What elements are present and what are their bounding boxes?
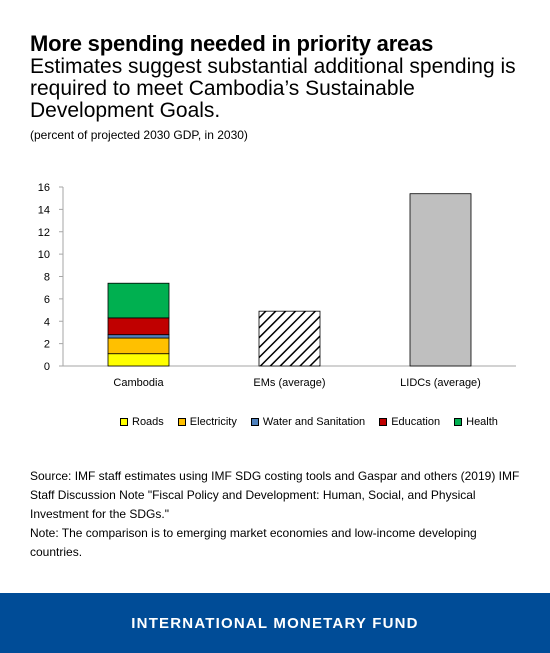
y-tick-label: 0 [44,361,50,373]
legend-swatch [454,418,463,426]
footer-bar: INTERNATIONAL MONETARY FUND [0,593,550,653]
y-tick-label: 16 [38,182,50,194]
chart-legend: Roads Electricity Water and Sanitation Educ… [120,416,498,428]
legend-label: Water and Sanitation [262,416,366,428]
legend-label: Health [466,416,498,428]
legend-label: Education [391,416,441,428]
y-tick-label: 14 [38,204,50,216]
y-tick-label: 2 [44,339,50,351]
legend-item: Water and Sanitation [250,416,366,428]
chart-title: More spending needed in priority areas [30,31,434,56]
bar-chart: 0 2 4 6 8 10 12 14 16 Cambodia EMs (average) LIDCs … [38,182,516,389]
units-note: (percent of projected 2030 GDP, in 2030) [30,128,248,142]
x-tick-label: Cambodia [113,377,164,389]
bar-segment-roads [107,353,170,367]
y-tick-label: 6 [44,294,50,306]
legend-item: Education [379,416,440,428]
legend-label: Electricity [189,416,237,428]
legend-label: Roads [132,416,164,428]
y-tick-label: 8 [44,272,50,284]
note-text: Note: The comparison is to emerging mark… [30,526,477,559]
bar-total [409,193,472,367]
legend-swatch [250,418,259,426]
bar-segment-health [107,282,170,319]
bar-segment-education [107,317,170,336]
source-note: Source: IMF staff estimates using IMF SD… [30,467,525,562]
chart-axes: 0 2 4 6 8 10 12 14 16 Cambodia EMs (average) LIDCs … [38,182,516,389]
legend-swatch [379,418,388,426]
chart-subtitle: Estimates suggest substantial additional… [30,55,516,122]
legend-item: Electricity [177,416,237,428]
legend-swatch [177,418,186,426]
footer-label: INTERNATIONAL MONETARY FUND [131,614,419,632]
y-tick-label: 4 [44,316,50,328]
legend-item: Health [454,416,498,428]
y-tick-label: 10 [38,249,50,261]
bar-segment-electricity [107,337,170,355]
source-text: Source: IMF staff estimates using IMF SD… [30,469,520,521]
legend-swatch [120,418,128,426]
x-tick-label: LIDCs (average) [400,377,481,389]
y-tick-label: 12 [38,227,50,239]
bar-total [258,310,321,367]
x-tick-label: EMs (average) [253,377,325,389]
chart-bars [107,193,472,367]
legend-item: Roads [120,416,164,428]
bar-segment-water-and-sanitation [107,334,170,339]
